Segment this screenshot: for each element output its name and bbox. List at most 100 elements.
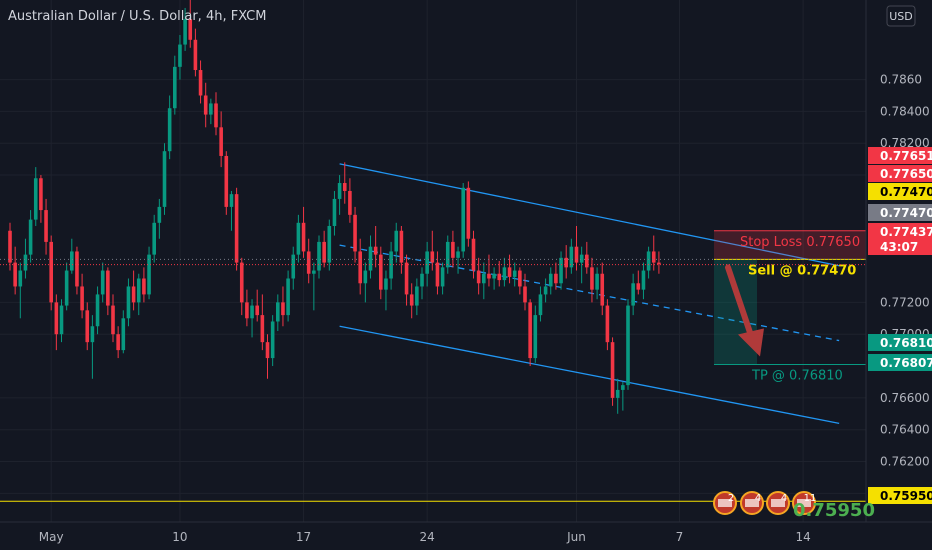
candle-body [39, 178, 43, 211]
candle-body [600, 273, 605, 306]
price-tag-label: 0.77650 [880, 167, 932, 181]
currency-button[interactable]: USD [886, 5, 916, 27]
candle-body [631, 283, 635, 306]
candle-body [590, 267, 594, 290]
y-tick-label: 0.77200 [880, 295, 930, 309]
stop-zone [714, 230, 866, 260]
x-tick-label: 7 [676, 530, 684, 544]
candle-body [610, 342, 615, 398]
candle-body [111, 305, 115, 335]
candle-body [193, 39, 198, 71]
candle-body [456, 251, 460, 258]
candle-body [332, 198, 337, 226]
candle-body [239, 262, 244, 303]
candle-body [523, 286, 527, 303]
candle-body [646, 251, 651, 271]
candle-body [641, 270, 646, 290]
y-tick-label: 0.78200 [880, 136, 930, 150]
candle-body [183, 19, 187, 45]
candle-body [229, 194, 234, 207]
candle-body [126, 286, 131, 319]
candle-body [476, 270, 481, 284]
candle-body [554, 273, 558, 284]
price-tag [868, 334, 932, 351]
candle-body [440, 267, 445, 287]
x-tick-label: May [39, 530, 64, 544]
candle-body [512, 270, 517, 277]
candles [8, 0, 661, 414]
candle-body [574, 246, 579, 263]
event-badges[interactable]: 2 4 4 11 [713, 491, 817, 515]
candle-body [404, 262, 409, 295]
trade-setup[interactable]: Stop Loss 0.77650 Sell @ 0.77470 TP @ 0.76… [714, 230, 866, 384]
candle-body [162, 151, 167, 207]
candle-body [13, 262, 17, 287]
candle-body [626, 305, 630, 386]
candle-body [342, 183, 347, 191]
price-tag-label: 0.77651 [880, 149, 932, 163]
price-tag-label: 0.75950 [880, 489, 932, 503]
candle-body [270, 321, 275, 359]
candle-body [492, 273, 496, 279]
price-axis[interactable] [866, 0, 932, 522]
x-axis-labels: May 10 17 24 Jun 7 14 [39, 530, 811, 544]
candle-body [291, 254, 296, 279]
price-tag [868, 204, 932, 221]
candle-body [353, 214, 357, 252]
channel-upper-line [339, 163, 840, 267]
candle-body [59, 305, 64, 335]
candle-body [106, 270, 110, 306]
price-tag [868, 223, 932, 255]
event-count-label: 11 [804, 493, 817, 504]
price-tag [868, 147, 932, 164]
flag-stripe [718, 499, 732, 507]
time-axis[interactable] [0, 522, 932, 550]
candle-body [559, 257, 563, 284]
candle-body [100, 270, 105, 295]
candle-body [451, 241, 455, 258]
candle-body [121, 318, 126, 351]
price-tag-label: 0.77437 [880, 225, 932, 239]
candle-body [49, 241, 53, 303]
candle-body [306, 251, 311, 274]
candle-body [80, 286, 84, 311]
candle-body [116, 334, 120, 351]
x-tick-label: 17 [296, 530, 311, 544]
price-tag-label: 0.77470 [880, 185, 932, 199]
candle-body [147, 254, 151, 295]
event-count-label: 4 [755, 493, 761, 504]
candle-body [260, 315, 265, 343]
candle-body [90, 326, 95, 343]
candle-body [301, 222, 306, 252]
candle-body [564, 257, 568, 268]
price-tag [868, 354, 932, 371]
currency-label: USD [889, 10, 913, 23]
x-tick-label: 14 [795, 530, 810, 544]
y-tick-label: 0.76600 [880, 391, 930, 405]
candle-body [265, 342, 270, 359]
candle-body [528, 302, 532, 359]
chart-title: Australian Dollar / U.S. Dollar, 4h, FXC… [8, 9, 266, 24]
x-tick-label: Jun [566, 530, 586, 544]
candle-body [255, 305, 259, 316]
candle-body [234, 194, 239, 263]
candle-body [445, 241, 450, 268]
candle-body [538, 294, 543, 316]
candle-body [64, 270, 69, 306]
candle-body [389, 251, 393, 279]
price-tag-label: 0.76807 [880, 356, 932, 370]
candle-body [507, 267, 512, 277]
candle-body [70, 251, 74, 271]
down-arrow-shaft [725, 264, 755, 342]
candle-body [317, 241, 321, 271]
candle-body [605, 305, 610, 343]
candle-body [322, 241, 326, 263]
trend-channel[interactable] [339, 163, 840, 424]
candle-body [497, 273, 502, 281]
candle-body [23, 254, 28, 271]
candle-body [548, 273, 553, 287]
candle-body [595, 273, 599, 290]
candle-body [487, 273, 491, 279]
x-tick-label: 24 [420, 530, 435, 544]
